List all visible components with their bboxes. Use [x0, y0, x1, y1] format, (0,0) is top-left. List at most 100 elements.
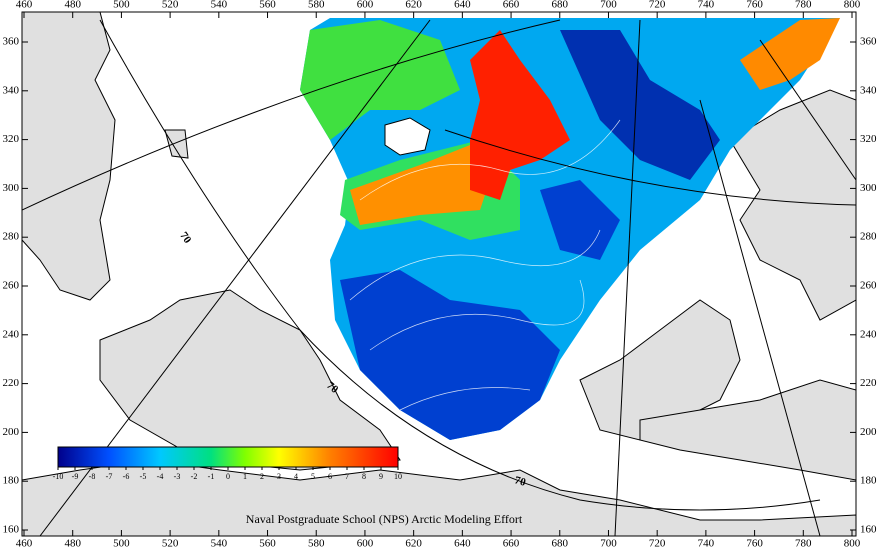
x-tick-label: 540: [211, 538, 228, 550]
land: [639, 379, 856, 481]
colorbar-label: 6: [328, 472, 332, 481]
latitude-label: 70: [513, 474, 527, 489]
contour: [349, 229, 601, 301]
y-tick-label: 240: [3, 328, 20, 340]
y-tick-label: 340: [860, 84, 877, 96]
y-tick-label: 320: [3, 133, 20, 145]
land: [99, 289, 401, 471]
field-hot: [470, 30, 570, 200]
x-tick-label: 580: [308, 0, 325, 11]
colorbar-label: -1: [208, 472, 215, 481]
colorbar-label: -8: [89, 472, 96, 481]
x-tick-label: 800: [844, 0, 861, 11]
field-deep: [560, 30, 720, 180]
credit: Naval Postgraduate School (NPS) Arctic M…: [246, 512, 523, 526]
colorbar-label: 9: [379, 472, 383, 481]
colorbar-label: -10: [53, 472, 64, 481]
y-tick-label: 180: [3, 475, 20, 487]
land: [164, 129, 189, 159]
y-tick-label: 320: [860, 133, 877, 145]
y-tick-label: 360: [3, 36, 20, 48]
colorbar-label: 8: [362, 472, 366, 481]
field-warm: [350, 145, 500, 225]
x-tick-label: 560: [259, 0, 276, 11]
graticule: [614, 19, 641, 536]
graticule: [444, 129, 856, 206]
y-tick-label: 280: [860, 231, 877, 243]
land: [729, 89, 856, 321]
colorbar: [57, 446, 399, 468]
x-tick-label: 700: [600, 0, 617, 11]
x-tick-label: 700: [600, 538, 617, 550]
colorbar-label: -2: [191, 472, 198, 481]
graticule: [22, 19, 561, 211]
land: [579, 299, 741, 441]
colorbar-label: 0: [226, 472, 230, 481]
colorbar-label: -4: [157, 472, 164, 481]
y-tick-label: 260: [3, 280, 20, 292]
x-tick-label: 600: [357, 0, 374, 11]
x-tick-label: 760: [746, 538, 763, 550]
x-tick-label: 500: [113, 0, 130, 11]
colorbar-label: 2: [260, 472, 264, 481]
x-tick-label: 460: [16, 0, 33, 11]
x-tick-label: 480: [64, 538, 81, 550]
colorbar-label: -6: [123, 472, 130, 481]
x-tick-label: 740: [698, 0, 715, 11]
graticule: [99, 19, 821, 511]
colorbar-label: 4: [294, 472, 298, 481]
x-tick-label: 660: [503, 538, 520, 550]
y-tick-label: 200: [860, 426, 877, 438]
contour: [369, 279, 585, 351]
x-tick-label: 640: [454, 0, 471, 11]
graticule: [699, 99, 821, 536]
colorbar-label: -5: [140, 472, 147, 481]
latitude-label: 70: [177, 230, 193, 246]
y-tick-label: 220: [860, 377, 877, 389]
y-tick-label: 300: [3, 182, 20, 194]
colorbar-label: 1: [243, 472, 247, 481]
land: [384, 117, 431, 156]
x-tick-label: 500: [113, 538, 130, 550]
x-tick-label: 800: [844, 538, 861, 550]
land: [22, 12, 116, 301]
x-tick-label: 780: [795, 538, 812, 550]
y-tick-label: 220: [3, 377, 20, 389]
colorbar-label: 7: [345, 472, 349, 481]
frame: [21, 11, 857, 537]
field-mid: [300, 20, 460, 140]
y-tick-label: 260: [860, 280, 877, 292]
x-tick-label: 460: [16, 538, 33, 550]
contour: [359, 119, 621, 201]
x-tick-label: 660: [503, 0, 520, 11]
colorbar-label: -9: [72, 472, 79, 481]
field-deep: [540, 180, 620, 260]
field-deep: [340, 270, 560, 440]
x-tick-label: 680: [552, 538, 569, 550]
colorbar-label: 3: [277, 472, 281, 481]
x-tick-label: 640: [454, 538, 471, 550]
x-tick-label: 580: [308, 538, 325, 550]
x-tick-label: 740: [698, 538, 715, 550]
y-tick-label: 200: [3, 426, 20, 438]
y-tick-label: 340: [3, 84, 20, 96]
field-warm: [740, 18, 840, 90]
colorbar-label: 5: [311, 472, 315, 481]
x-tick-label: 720: [649, 0, 666, 11]
x-tick-label: 560: [259, 538, 276, 550]
y-tick-label: 300: [860, 182, 877, 194]
x-tick-label: 620: [405, 538, 422, 550]
x-tick-label: 480: [64, 0, 81, 11]
x-tick-label: 620: [405, 0, 422, 11]
map-body: [22, 12, 856, 536]
x-tick-label: 540: [211, 0, 228, 11]
y-tick-label: 160: [3, 524, 20, 536]
graticule: [759, 39, 856, 181]
y-tick-label: 180: [860, 475, 877, 487]
contour: [399, 387, 531, 411]
x-tick-label: 520: [162, 538, 179, 550]
colorbar-label: -3: [174, 472, 181, 481]
x-tick-label: 780: [795, 0, 812, 11]
y-tick-label: 360: [860, 36, 877, 48]
